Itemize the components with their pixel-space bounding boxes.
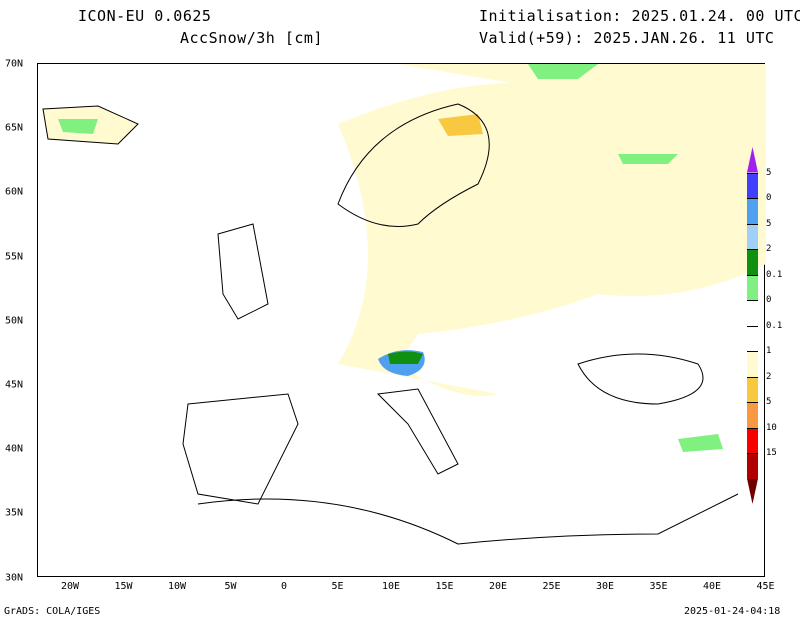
africa-coast xyxy=(197,493,739,545)
x-tick-label: 0 xyxy=(280,581,288,592)
colorbar-label: 10 xyxy=(766,422,777,433)
colorbar-label: 2 xyxy=(766,244,772,254)
y-tick-label: 40N xyxy=(5,443,24,455)
colorbar-label: 0 xyxy=(766,193,772,203)
snow-alps-green xyxy=(388,351,423,364)
colorbar-segment xyxy=(747,274,758,300)
x-tick-label: 40E xyxy=(702,581,722,592)
colorbar-segment xyxy=(747,198,758,224)
valid-time: Valid(+59): 2025.JAN.26. 11 UTC xyxy=(479,29,775,47)
x-tick-label: 5E xyxy=(331,581,344,592)
colorbar-segment xyxy=(747,172,758,198)
x-tick-label: 45E xyxy=(756,581,775,592)
snow-green-north xyxy=(528,64,598,79)
y-tick-label: 35N xyxy=(5,507,24,519)
y-tick-label: 60N xyxy=(5,186,24,198)
colorbar-label: 0.1 xyxy=(766,320,783,331)
y-tick-label: 45N xyxy=(5,379,24,391)
y-tick-label: 50N xyxy=(5,315,24,327)
colorbar-segment xyxy=(747,402,758,428)
italy-coast xyxy=(376,388,459,475)
light-snow-area xyxy=(338,82,766,396)
colorbar-segment xyxy=(747,223,758,249)
colorbar-label: 5 xyxy=(766,167,772,178)
x-tick-label: 20W xyxy=(60,581,80,592)
black-sea-coast xyxy=(577,353,704,405)
colorbar-segment xyxy=(747,351,758,377)
variable-title: AccSnow/3h [cm] xyxy=(180,29,323,47)
colorbar-label: 2 xyxy=(766,371,772,382)
colorbar-segment xyxy=(747,478,758,504)
colorbar-segment xyxy=(747,147,758,173)
x-tick-label: 15W xyxy=(114,581,133,592)
x-tick-label: 20E xyxy=(488,581,508,592)
snow-field xyxy=(42,64,766,545)
snow-russia xyxy=(618,154,678,164)
x-tick-label: 5W xyxy=(224,581,237,592)
x-tick-label: 30E xyxy=(595,581,615,592)
colorbar-segment xyxy=(747,300,758,326)
britain-coast xyxy=(217,223,269,320)
x-tick-label: 35E xyxy=(649,581,668,592)
model-title: ICON-EU 0.0625 xyxy=(78,7,212,25)
colorbar-segment xyxy=(747,325,758,351)
colorbar-label: 0.1 xyxy=(766,269,783,280)
x-tick-label: 25E xyxy=(542,581,561,592)
colorbar-segment xyxy=(747,453,758,479)
colorbar-label: 5 xyxy=(766,218,772,229)
snow-orange-scandinavia xyxy=(438,114,483,136)
colorbar-segment xyxy=(747,249,758,275)
colorbar-label: 1 xyxy=(766,346,772,356)
snow-iceland xyxy=(58,119,98,134)
y-tick-label: 55N xyxy=(5,251,24,263)
iberia-coast xyxy=(182,393,299,505)
y-tick-label: 65N xyxy=(5,122,24,134)
colorbar-label: 0 xyxy=(766,295,772,305)
footer-left: GrADS: COLA/IGES xyxy=(4,606,101,617)
colorbar-label: 15 xyxy=(766,448,777,458)
scandinavia-coast xyxy=(337,103,490,227)
x-tick-label: 15E xyxy=(435,581,454,592)
colorbar-label: 5 xyxy=(766,397,772,407)
y-tick-label: 70N xyxy=(5,58,24,70)
colorbar-segment xyxy=(747,376,758,402)
snow-turkey xyxy=(678,434,723,452)
init-time: Initialisation: 2025.01.24. 00 UTC xyxy=(479,7,800,25)
map-area xyxy=(37,63,766,577)
y-tick-label: 30N xyxy=(5,572,24,584)
light-snow-north xyxy=(398,64,766,98)
x-tick-label: 10E xyxy=(381,581,401,592)
colorbar-segment xyxy=(747,427,758,453)
footer-right: 2025-01-24-04:18 xyxy=(684,606,781,617)
x-tick-label: 10W xyxy=(167,581,187,592)
